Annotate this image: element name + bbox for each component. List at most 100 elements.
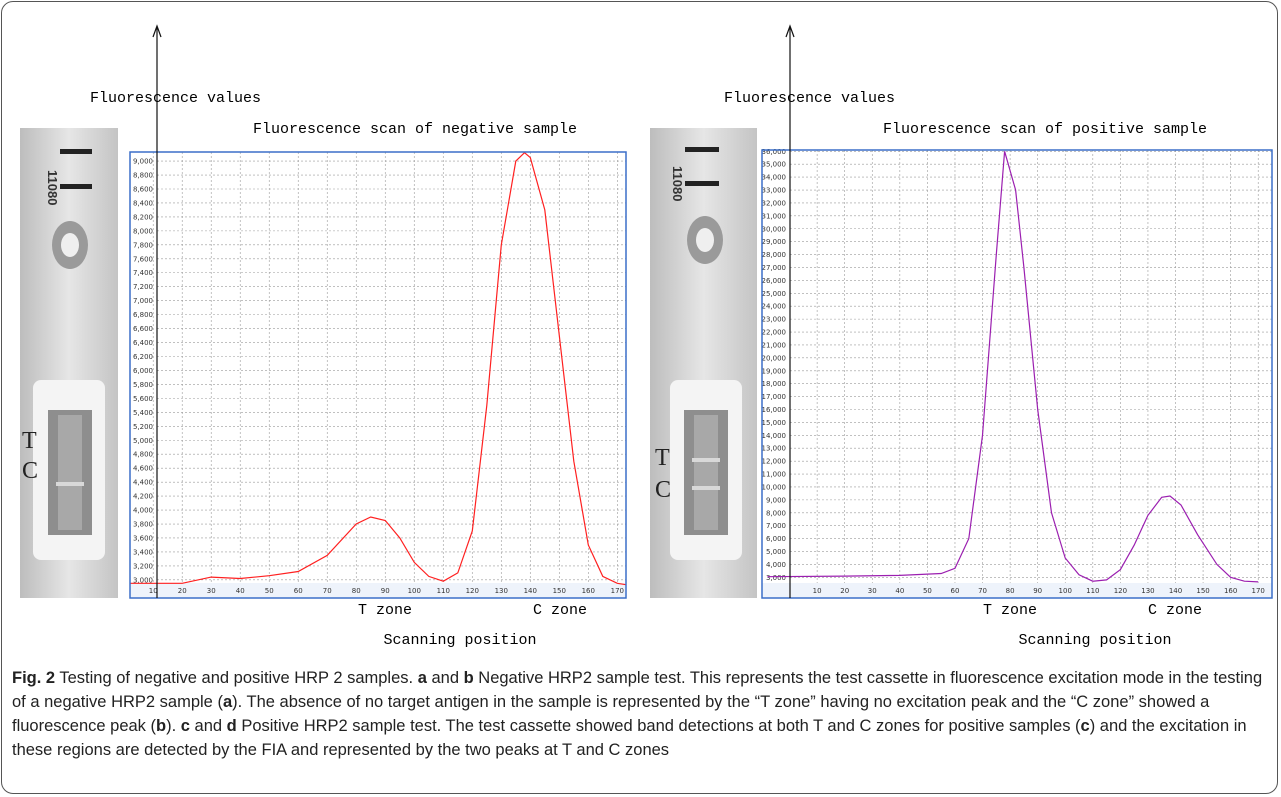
- y-tick-label: 7,400: [133, 269, 153, 277]
- y-tick-label: 4,000: [133, 507, 153, 515]
- x-tick-label: 30: [207, 587, 216, 595]
- y-tick-label: 20,000: [762, 354, 787, 362]
- caption-run: Negative HRP2 sample test. This represen…: [12, 669, 1263, 711]
- y-tick-label: 17,000: [762, 393, 787, 401]
- y-tick-label: 22,000: [762, 329, 787, 337]
- y-tick-label: 8,800: [133, 172, 153, 180]
- x-tick-label: 20: [178, 587, 187, 595]
- zone-label: T zone: [358, 602, 412, 619]
- y-tick-label: 25,000: [762, 290, 787, 298]
- y-axis-label: Fluorescence values: [724, 90, 895, 107]
- y-tick-label: 5,800: [133, 381, 153, 389]
- y-tick-label: 32,000: [762, 199, 787, 207]
- cassette-code: 11080: [670, 166, 685, 201]
- x-tick-label: 60: [951, 587, 960, 595]
- y-tick-label: 34,000: [762, 174, 787, 182]
- y-tick-label: 18,000: [762, 380, 787, 388]
- y-tick-label: 23,000: [762, 316, 787, 324]
- x-tick-label: 170: [611, 587, 624, 595]
- y-tick-label: 7,600: [133, 255, 153, 263]
- y-tick-label: 29,000: [762, 238, 787, 246]
- cassette-c: C: [655, 477, 671, 503]
- x-tick-label: 110: [1086, 587, 1099, 595]
- cassette-t: T: [22, 428, 37, 454]
- x-tick-label: 90: [381, 587, 390, 595]
- y-tick-label: 6,000: [766, 535, 786, 543]
- x-axis-strip: [762, 583, 1272, 598]
- x-tick-label: 70: [323, 587, 332, 595]
- y-tick-label: 6,400: [133, 339, 153, 347]
- y-tick-label: 5,600: [133, 395, 153, 403]
- cassette-t: T: [655, 445, 670, 471]
- y-tick-label: 8,000: [133, 227, 153, 235]
- y-tick-label: 6,600: [133, 325, 153, 333]
- caption-run: Positive HRP2 sample test. The test cass…: [236, 717, 1081, 735]
- cassette: 11080 T C: [650, 128, 757, 598]
- zone-label: C zone: [1148, 602, 1202, 619]
- y-tick-label: 8,600: [133, 185, 153, 193]
- y-tick-label: 4,000: [766, 561, 786, 569]
- caption-run: and: [426, 669, 464, 687]
- y-tick-label: 28,000: [762, 251, 787, 259]
- y-tick-label: 31,000: [762, 212, 787, 220]
- x-axis-label: Scanning position: [383, 632, 536, 649]
- y-tick-label: 26,000: [762, 277, 787, 285]
- x-tick-label: 100: [408, 587, 421, 595]
- x-axis-label: Scanning position: [1018, 632, 1171, 649]
- y-tick-label: 8,000: [766, 509, 786, 517]
- y-tick-label: 3,600: [133, 534, 153, 542]
- y-tick-label: 16,000: [762, 406, 787, 414]
- y-tick-label: 6,200: [133, 353, 153, 361]
- zone-label: C zone: [533, 602, 587, 619]
- y-tick-label: 5,000: [766, 548, 786, 556]
- x-tick-label: 50: [265, 587, 274, 595]
- y-tick-label: 8,400: [133, 199, 153, 207]
- x-tick-label: 100: [1059, 587, 1072, 595]
- y-axis-label: Fluorescence values: [90, 90, 261, 107]
- plot-frame: [129, 151, 627, 599]
- y-tick-label: 13,000: [762, 445, 787, 453]
- caption-run: c: [180, 717, 190, 735]
- y-tick-label: 3,000: [766, 574, 786, 582]
- x-tick-label: 160: [582, 587, 595, 595]
- chart-title: Fluorescence scan of positive sample: [883, 121, 1207, 138]
- y-tick-label: 6,000: [133, 367, 153, 375]
- y-tick-label: 27,000: [762, 264, 787, 272]
- x-tick-label: 140: [1169, 587, 1182, 595]
- y-tick-label: 7,200: [133, 283, 153, 291]
- y-tick-label: 7,000: [133, 297, 153, 305]
- y-tick-label: 11,000: [762, 471, 787, 479]
- arrow-head: [785, 24, 795, 38]
- caption-run: Fig. 2: [12, 669, 56, 687]
- y-tick-label: 4,200: [133, 493, 153, 501]
- y-tick-label: 21,000: [762, 341, 787, 349]
- caption-run: d: [226, 717, 237, 735]
- x-tick-label: 90: [1033, 587, 1042, 595]
- x-tick-label: 10: [149, 587, 158, 595]
- caption-run: c: [1080, 717, 1090, 735]
- data-line: [130, 151, 627, 586]
- y-tick-label: 15,000: [762, 419, 787, 427]
- y-tick-label: 3,400: [133, 548, 153, 556]
- y-tick-label: 9,000: [133, 158, 153, 166]
- y-tick-label: 33,000: [762, 187, 787, 195]
- x-tick-label: 30: [868, 587, 877, 595]
- y-tick-label: 5,400: [133, 409, 153, 417]
- x-tick-label: 120: [466, 587, 479, 595]
- y-tick-label: 19,000: [762, 367, 787, 375]
- caption-run: a: [417, 669, 427, 687]
- plot-frame: [761, 149, 1273, 599]
- x-tick-label: 160: [1224, 587, 1237, 595]
- x-tick-label: 80: [352, 587, 361, 595]
- y-tick-label: 7,800: [133, 241, 153, 249]
- x-tick-label: 150: [1196, 587, 1209, 595]
- caption-run: b: [463, 669, 474, 687]
- x-tick-label: 20: [840, 587, 849, 595]
- y-tick-label: 7,000: [766, 522, 786, 530]
- cassette: 11080 T C: [20, 128, 118, 598]
- y-tick-label: 12,000: [762, 458, 787, 466]
- x-tick-label: 40: [236, 587, 245, 595]
- y-tick-label: 35,000: [762, 161, 787, 169]
